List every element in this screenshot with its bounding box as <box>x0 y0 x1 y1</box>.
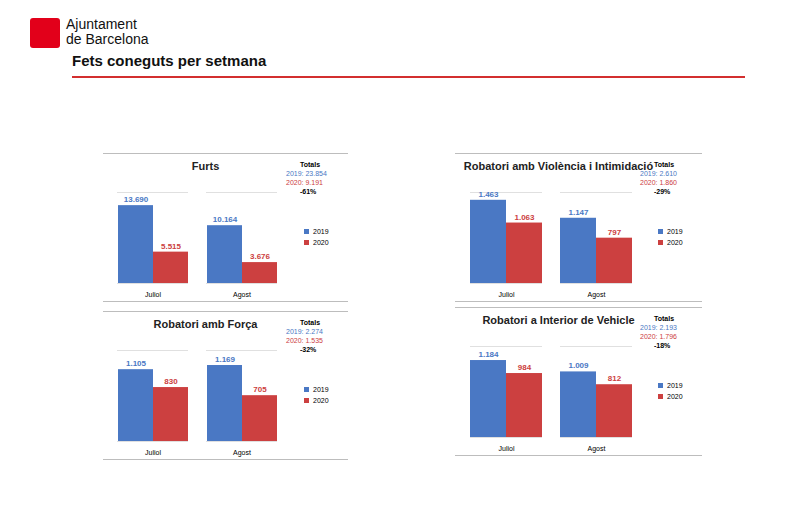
svg-text:Juliol: Juliol <box>499 445 515 452</box>
html-text:2019: 2019 <box>667 228 683 235</box>
html-text:2019: 2019 <box>313 386 329 393</box>
html-text:-29%: -29% <box>654 188 671 195</box>
svg-text:Agost: Agost <box>588 291 606 299</box>
svg-text:1.009: 1.009 <box>568 361 589 370</box>
svg-text:Agost: Agost <box>233 449 251 457</box>
svg-text:13.690: 13.690 <box>124 195 149 204</box>
html-text:-32%: -32% <box>300 346 317 353</box>
svg-text:1.147: 1.147 <box>568 208 589 217</box>
svg-text:Juliol: Juliol <box>499 291 515 298</box>
svg-text:1.105: 1.105 <box>126 359 147 368</box>
svg-text:Juliol: Juliol <box>145 449 161 456</box>
html-text:de Barcelona: de Barcelona <box>66 31 149 47</box>
html-text:2019: 2019 <box>667 382 683 389</box>
html-text:-18%: -18% <box>654 342 671 349</box>
svg-text:10.164: 10.164 <box>213 215 238 224</box>
html-text:Ajuntament: Ajuntament <box>66 16 137 32</box>
svg-text:984: 984 <box>518 363 532 372</box>
svg-text:705: 705 <box>253 385 267 394</box>
html-text:2020: 2020 <box>313 239 329 246</box>
svg-text:1.063: 1.063 <box>514 213 535 222</box>
html-text:Furts: Furts <box>191 160 220 172</box>
html-text:2020: 9.191: 2020: 9.191 <box>286 179 323 186</box>
html-text:Totals: Totals <box>300 161 321 168</box>
html-text:2019: 2.610: 2019: 2.610 <box>640 170 677 177</box>
html-text:2020: 1.796: 2020: 1.796 <box>640 333 677 340</box>
html-text:2020: 2020 <box>313 397 329 404</box>
html-text:Fets coneguts per setmana: Fets coneguts per setmana <box>72 52 267 69</box>
svg-text:1.169: 1.169 <box>215 355 236 364</box>
html-text:2020: 2020 <box>667 393 683 400</box>
html-text:-61%: -61% <box>300 188 317 195</box>
svg-text:Agost: Agost <box>588 445 606 453</box>
svg-text:812: 812 <box>608 374 622 383</box>
html-text:2019: 2.193: 2019: 2.193 <box>640 324 677 331</box>
html-text:Totals: Totals <box>654 315 675 322</box>
svg-text:830: 830 <box>164 377 178 386</box>
svg-text:Agost: Agost <box>233 291 251 299</box>
svg-text:3.676: 3.676 <box>250 252 271 261</box>
html-text:2020: 1.535: 2020: 1.535 <box>286 337 323 344</box>
html-text:Robatori amb Força: Robatori amb Força <box>153 318 258 330</box>
html-text:2019: 23.854: 2019: 23.854 <box>286 170 327 177</box>
html-text:Robatori a Interior de Vehicle: Robatori a Interior de Vehicle <box>482 314 635 326</box>
html-text:2020: 1.860: 2020: 1.860 <box>640 179 677 186</box>
svg-text:797: 797 <box>608 228 622 237</box>
html-text:Robatori amb Violència i Intim: Robatori amb Violència i Intimidació <box>463 160 654 172</box>
svg-text:5.515: 5.515 <box>161 242 182 251</box>
html-text:2019: 2019 <box>313 228 329 235</box>
svg-text:Juliol: Juliol <box>145 291 161 298</box>
html-text:Totals: Totals <box>300 319 321 326</box>
svg-text:1.184: 1.184 <box>478 350 499 359</box>
html-text:2020: 2020 <box>667 239 683 246</box>
html-text:2019: 2.274: 2019: 2.274 <box>286 328 323 335</box>
svg-text:1.463: 1.463 <box>478 190 499 199</box>
html-text:Totals: Totals <box>654 161 675 168</box>
